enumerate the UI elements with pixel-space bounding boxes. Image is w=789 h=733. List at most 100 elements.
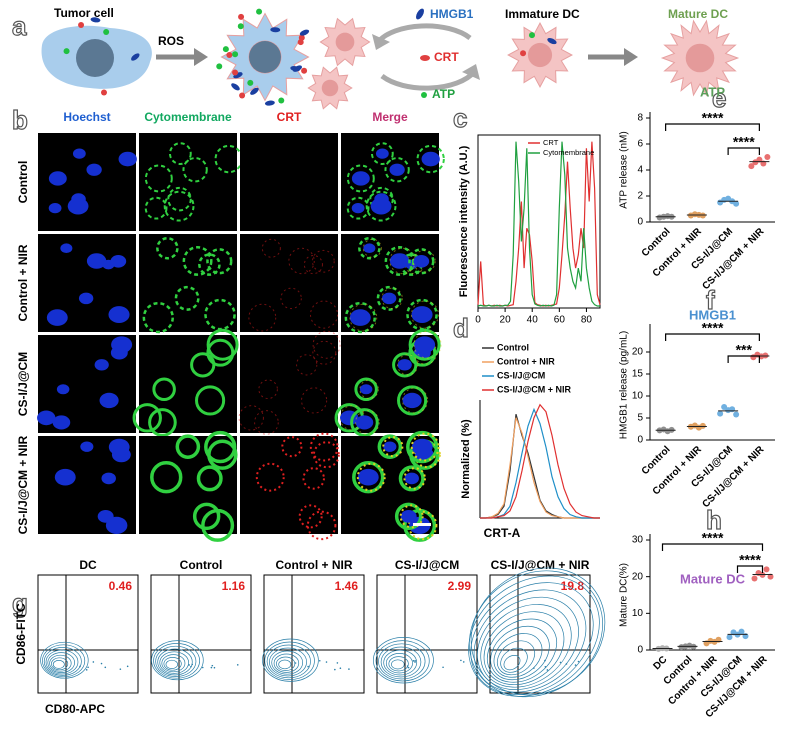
contour <box>271 650 304 675</box>
contour <box>40 641 89 679</box>
crt-dot <box>297 39 304 46</box>
membrane-stain <box>204 430 237 464</box>
panel-label: h <box>706 505 722 535</box>
crt-stain <box>254 410 279 435</box>
y-axis-label: Fluorescence intensity (A.U.) <box>458 145 470 297</box>
dc-cell-core <box>335 32 355 52</box>
contour <box>43 647 82 676</box>
x-tick-label: 60 <box>554 315 566 326</box>
nucleus-stain <box>359 384 373 395</box>
membrane-stain <box>144 164 173 193</box>
hmgb1-dot <box>90 17 101 23</box>
nucleus-stain <box>108 306 130 324</box>
nucleus-stain <box>108 438 130 456</box>
membrane-stain <box>394 502 423 531</box>
crt-stain <box>261 238 281 258</box>
membrane-stain <box>150 461 183 494</box>
immature-dc-cell-core <box>527 42 553 68</box>
event <box>406 665 409 667</box>
event <box>414 660 416 662</box>
event <box>294 662 297 664</box>
membrane-stain <box>198 253 221 276</box>
hmgb1-dot <box>131 53 140 61</box>
crt-stain <box>412 249 436 273</box>
y-tick-label: 6 <box>637 139 643 150</box>
significance-label: **** <box>733 134 755 150</box>
contour <box>373 637 434 684</box>
data-point <box>763 566 770 573</box>
quadrant-value: 1.46 <box>335 579 359 593</box>
contour <box>42 644 86 678</box>
event <box>100 662 103 665</box>
nucleus-stain <box>375 148 389 159</box>
nucleus-stain <box>402 392 422 409</box>
crt-stain <box>381 287 403 310</box>
contour <box>266 644 311 679</box>
contour <box>278 659 292 670</box>
nucleus-stain <box>101 472 116 485</box>
nucleus-stain <box>97 509 114 523</box>
membrane-stain <box>406 430 439 464</box>
event <box>126 665 129 668</box>
panel-label: a <box>12 11 27 41</box>
atp-label: ATP <box>432 87 455 101</box>
event <box>533 667 535 669</box>
y-tick-label: 5 <box>637 413 643 424</box>
crt-stain <box>403 467 426 490</box>
flow-frame <box>376 574 478 694</box>
membrane-stain <box>142 301 174 334</box>
contour <box>470 582 594 695</box>
cycle-arrow <box>380 70 476 91</box>
crt-stain <box>356 462 386 492</box>
data-point <box>767 573 774 580</box>
contour <box>378 643 426 680</box>
panel-label: d <box>453 313 469 343</box>
contour <box>490 625 550 681</box>
x-tick-label: 80 <box>581 315 593 326</box>
nucleus-stain <box>381 292 397 305</box>
event <box>460 659 462 662</box>
significance-label: **** <box>702 530 724 546</box>
membrane-stain <box>408 328 441 361</box>
flow-title: CS-I/J@CM <box>395 558 459 572</box>
nucleus-stain <box>48 203 62 214</box>
micrograph <box>240 335 338 433</box>
event <box>544 659 546 662</box>
membrane-stain <box>384 246 415 276</box>
x-axis-label: CRT-A <box>484 526 521 540</box>
crt-stain <box>312 340 337 365</box>
legend-label: Control <box>497 342 529 352</box>
x-tick-label: 0 <box>475 315 481 326</box>
crt-stain <box>255 462 285 492</box>
schematic: Tumor cell ROS HMGB1 CRT ATP Immature DC… <box>41 6 728 101</box>
nucleus-stain <box>56 384 70 395</box>
nucleus <box>76 39 114 77</box>
y-tick-label: 0 <box>637 435 643 446</box>
panel-label: e <box>712 83 726 113</box>
group-label: Control + NIR <box>16 244 30 321</box>
nucleus-stain <box>363 243 376 254</box>
membrane-stain <box>377 434 403 459</box>
hmgb1-dot <box>292 65 302 72</box>
y-axis-label: Normalized (%) <box>460 419 472 499</box>
event <box>307 665 309 668</box>
nucleus-stain <box>389 253 410 269</box>
nucleus-stain <box>54 468 76 486</box>
nucleus-stain <box>94 359 109 371</box>
crt-label: CRT <box>434 50 459 64</box>
nucleus-stain <box>413 254 430 268</box>
y-tick-label: 0 <box>637 217 643 228</box>
significance-label: **** <box>739 552 761 568</box>
nucleus-stain <box>67 197 89 215</box>
event <box>87 666 89 669</box>
event <box>462 661 465 663</box>
y-axis-label: HMGB1 release (pg/mL) <box>619 331 630 439</box>
contour <box>385 653 413 674</box>
event <box>92 661 95 663</box>
membrane-stain <box>346 196 370 220</box>
contour <box>47 652 75 673</box>
nucleus-stain <box>351 203 365 214</box>
flow-y-label: CD86-FITC <box>14 603 28 665</box>
event <box>104 666 107 669</box>
contour <box>52 660 65 669</box>
